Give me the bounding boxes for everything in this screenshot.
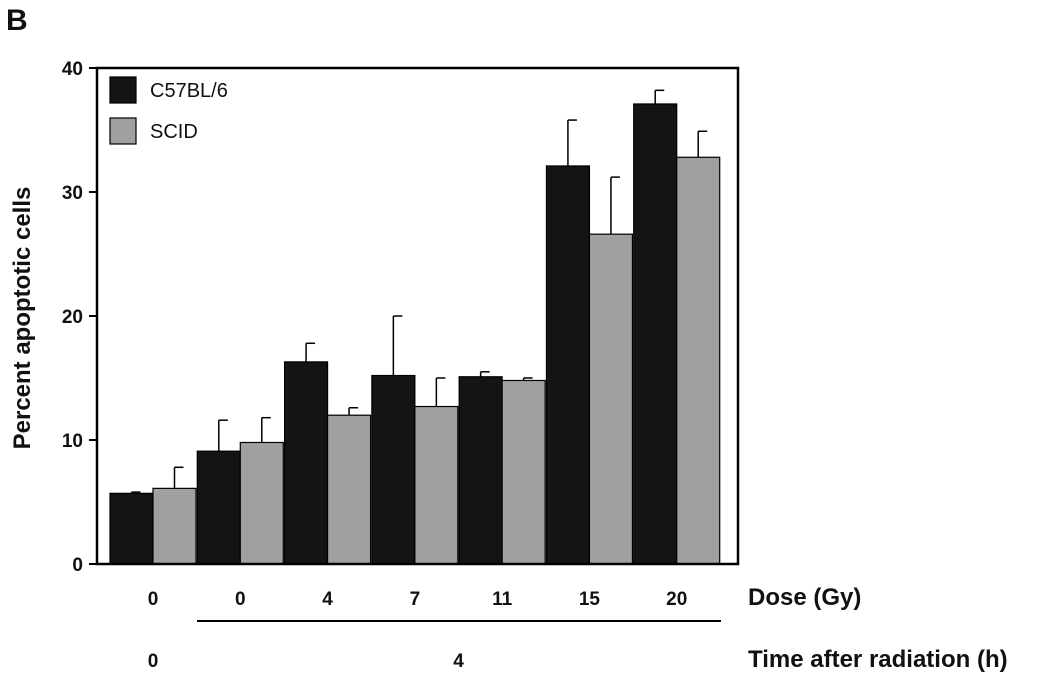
plot-frame — [95, 66, 740, 566]
x-axis-categories: 0 0 4 7 11 15 20 — [148, 589, 688, 610]
dose-tick-label: 0 — [235, 589, 246, 610]
y-tick-label: 0 — [72, 555, 83, 576]
bar-scid — [501, 379, 546, 565]
y-tick-label: 10 — [62, 431, 83, 452]
bar-c57bl6 — [196, 450, 241, 565]
bar-scid — [588, 233, 634, 565]
time-tick-label: 0 — [148, 651, 159, 672]
legend-swatch-c57bl6 — [109, 76, 137, 104]
legend-swatch-scid — [109, 117, 137, 145]
dose-tick-label: 4 — [322, 589, 333, 610]
bar-scid — [152, 487, 197, 565]
dose-tick-label: 7 — [410, 589, 421, 610]
legend-label-scid: SCID — [150, 121, 198, 143]
bars-layer — [109, 89, 721, 565]
bar-c57bl6 — [458, 376, 503, 565]
dose-tick-label: 15 — [579, 589, 601, 610]
y-tick-label: 30 — [62, 183, 83, 204]
y-tick-label: 40 — [62, 59, 83, 80]
bar-scid — [676, 156, 721, 565]
dose-axis-title: Dose (Gy) — [748, 584, 861, 611]
bar-c57bl6 — [371, 374, 416, 565]
legend: C57BL/6 SCID — [109, 76, 228, 145]
time-tick-label: 4 — [453, 651, 464, 672]
y-tick-label: 20 — [62, 307, 83, 328]
panel-label: B — [6, 4, 28, 37]
time-axis-title: Time after radiation (h) — [748, 646, 1008, 673]
bar-c57bl6 — [633, 103, 678, 565]
bar-c57bl6 — [109, 492, 154, 565]
y-axis-ticks: 0 10 20 30 40 — [62, 59, 97, 576]
y-axis-title: Percent apoptotic cells — [9, 187, 36, 450]
legend-label-c57bl6: C57BL/6 — [150, 80, 228, 102]
dose-tick-label: 20 — [666, 589, 687, 610]
bar-scid — [326, 414, 372, 565]
bar-c57bl6 — [545, 165, 591, 565]
bar-scid — [414, 405, 459, 565]
dose-tick-label: 11 — [492, 589, 513, 610]
bar-scid — [239, 441, 284, 565]
bar-c57bl6 — [283, 361, 329, 565]
dose-tick-label: 0 — [148, 589, 159, 610]
